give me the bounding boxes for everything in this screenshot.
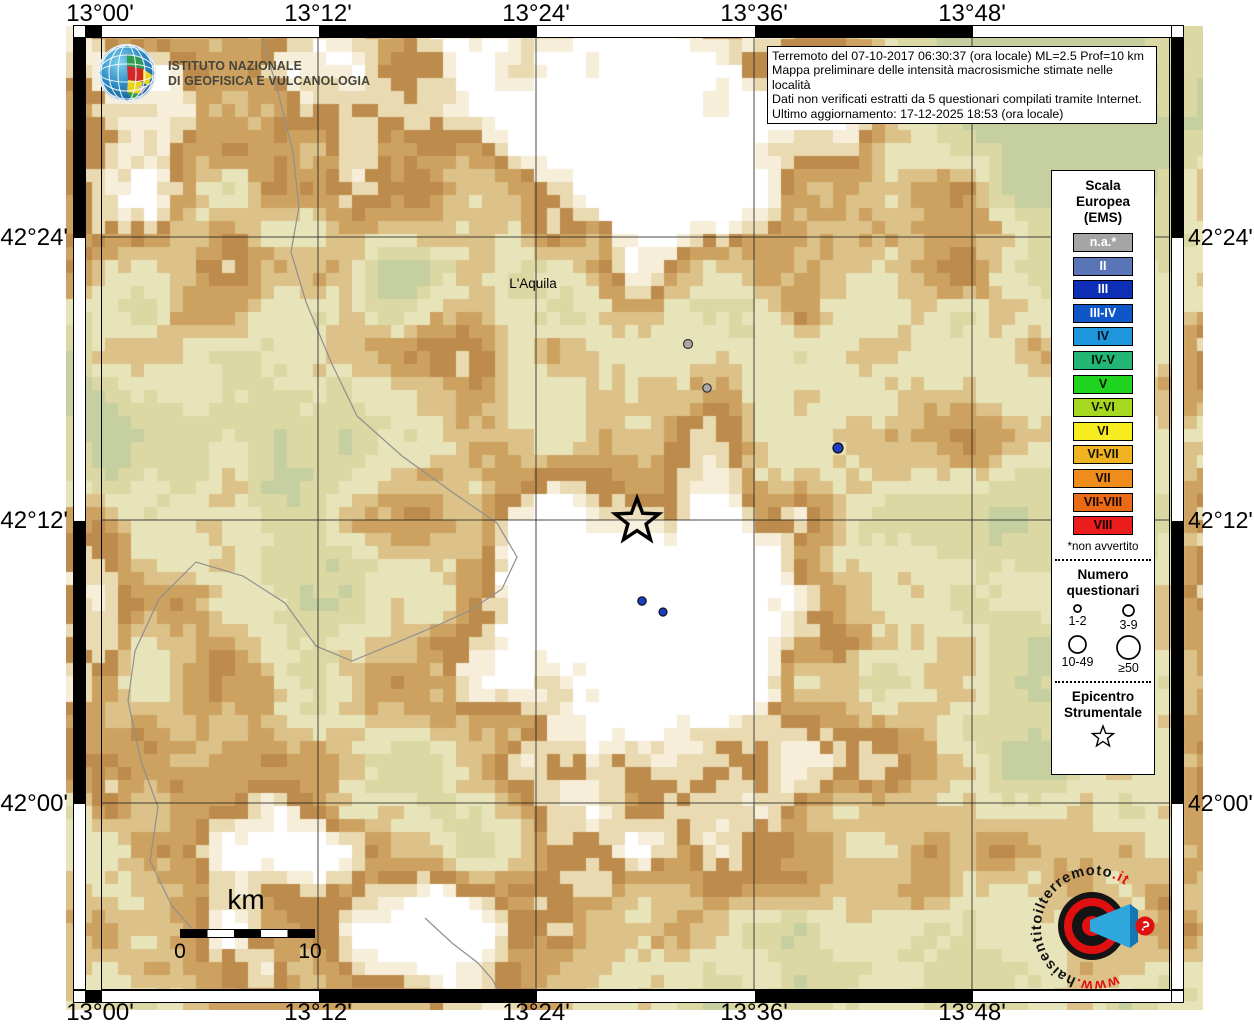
intensity-points bbox=[637, 338, 844, 617]
ems-class-VI-VII: VI-VII bbox=[1073, 445, 1133, 465]
size-circle-icon bbox=[1116, 634, 1141, 660]
lon-tick-top: 13°12' bbox=[284, 0, 352, 27]
frame-corner bbox=[73, 25, 86, 38]
lat-tick-right: 42°12' bbox=[1188, 507, 1253, 533]
frame-corner bbox=[1171, 25, 1184, 38]
ems-class-III-IV: III-IV bbox=[1073, 303, 1133, 323]
lat-tick-right: 42°00' bbox=[1188, 790, 1253, 816]
ingv-logo-line2: DI GEOFISICA E VULCANOLOGIA bbox=[168, 73, 371, 88]
event-info-line3: Dati non verificati estratti da 5 questi… bbox=[772, 92, 1142, 107]
questionnaire-size-10-49: 10-49 bbox=[1052, 634, 1103, 675]
ingv-logo-line1: ISTITUTO NAZIONALE bbox=[168, 57, 302, 73]
lat-tick-right: 42°24' bbox=[1188, 224, 1253, 250]
size-label: 10-49 bbox=[1061, 654, 1094, 669]
event-info-line2: Mappa preliminare delle intensità macros… bbox=[772, 63, 1113, 92]
epicenter-star-legend-icon bbox=[1090, 723, 1116, 748]
scalebar-start-label: 0 bbox=[174, 940, 186, 963]
questionnaire-size-1-2: 1-2 bbox=[1052, 603, 1103, 632]
lat-tick-left: 42°12' bbox=[0, 507, 68, 534]
event-info-line1: Terremoto del 07-10-2017 06:30:37 (ora l… bbox=[772, 49, 1144, 63]
ems-class-II: II bbox=[1073, 256, 1133, 276]
lon-tick-top: 13°36' bbox=[720, 0, 788, 27]
lon-tick-top: 13°24' bbox=[502, 0, 570, 27]
frame-bar-left bbox=[73, 37, 86, 990]
questionnaire-size-legend: 1-2 3-9 10-49 ≥50 bbox=[1052, 603, 1154, 675]
legend-separator bbox=[1055, 680, 1151, 683]
admin-boundary-line bbox=[424, 917, 499, 991]
lon-tick-top: 13°48' bbox=[938, 0, 1006, 27]
frame-corner bbox=[1171, 990, 1184, 1003]
size-circle-icon bbox=[1073, 603, 1082, 613]
size-label: ≥50 bbox=[1118, 660, 1139, 675]
ems-class-VI: VI bbox=[1073, 421, 1133, 441]
ems-class-list: n.a.* II III III-IV IV IV-V V V-VI VI VI-VII VII VI… bbox=[1052, 233, 1154, 536]
questionnaire-size-≥50: ≥50 bbox=[1103, 634, 1154, 675]
lon-tick-top: 13°00' bbox=[66, 0, 134, 27]
questionnaires-title-line2: questionari bbox=[1066, 582, 1140, 598]
event-info-line4: Ultimo aggiornamento: 17-12-2025 18:53 (… bbox=[772, 106, 1064, 121]
legend-footnote: *non avvertito bbox=[1067, 539, 1139, 553]
frame-corner bbox=[73, 990, 86, 1003]
admin-boundary-line bbox=[127, 36, 518, 934]
epicenter-title-line1: Epicentro bbox=[1071, 688, 1135, 704]
question-badge bbox=[1135, 916, 1155, 936]
megaphone-icon bbox=[1090, 904, 1130, 948]
graticule bbox=[101, 37, 1170, 990]
ems-class-V-VI: V-VI bbox=[1073, 398, 1133, 418]
legend-title-line3: (EMS) bbox=[1083, 210, 1123, 225]
ingv-globe-icon bbox=[97, 43, 157, 103]
lon-tick-bottom: 13°00' bbox=[66, 999, 134, 1024]
frame-bar-right bbox=[1171, 37, 1184, 990]
epicenter-star-icon bbox=[610, 493, 664, 544]
intensity-point-III bbox=[658, 607, 668, 617]
ingv-logo: ISTITUTO NAZIONALE DI GEOFISICA E VULCAN… bbox=[96, 42, 385, 104]
ems-class-IV: IV bbox=[1073, 327, 1133, 347]
intensity-point-n.a. bbox=[682, 338, 694, 350]
ingv-logo-text: ISTITUTO NAZIONALE DI GEOFISICA E VULCAN… bbox=[168, 58, 370, 89]
ems-class-V: V bbox=[1073, 374, 1133, 394]
ems-class-n.a.*: n.a.* bbox=[1073, 233, 1133, 252]
ems-class-III: III bbox=[1073, 280, 1133, 300]
scalebar bbox=[180, 929, 315, 938]
place-label-laquila: L'Aquila bbox=[509, 276, 557, 291]
lat-tick-left: 42°24' bbox=[0, 224, 68, 251]
intensity-point-III bbox=[832, 442, 844, 454]
size-circle-icon bbox=[1068, 634, 1087, 654]
size-label: 3-9 bbox=[1119, 617, 1138, 632]
size-circle-icon bbox=[1122, 603, 1135, 617]
lon-tick-bottom: 13°24' bbox=[502, 999, 570, 1024]
legend-panel: Scala Europea (EMS) n.a.* II III III-IV IV IV… bbox=[1051, 170, 1155, 775]
size-label: 1-2 bbox=[1068, 613, 1087, 628]
ems-class-VIII: VIII bbox=[1073, 516, 1133, 536]
legend-title-line2: Europea bbox=[1075, 194, 1130, 209]
epicenter-star-glyph bbox=[1090, 723, 1116, 748]
map-frame bbox=[101, 37, 1170, 990]
lat-tick-left: 42°00' bbox=[0, 790, 68, 817]
questionnaire-size-3-9: 3-9 bbox=[1103, 603, 1154, 632]
legend-title-line1: Scala bbox=[1085, 178, 1121, 193]
lon-tick-bottom: 13°36' bbox=[720, 999, 788, 1024]
ems-class-VII-VIII: VII-VIII bbox=[1073, 492, 1133, 512]
event-info-box: Terremoto del 07-10-2017 06:30:37 (ora l… bbox=[767, 46, 1157, 125]
scalebar-end-label: 10 bbox=[298, 940, 322, 963]
intensity-point-n.a. bbox=[702, 383, 712, 393]
epicenter-title-line2: Strumentale bbox=[1063, 704, 1143, 720]
ems-class-IV-V: IV-V bbox=[1073, 350, 1133, 370]
ems-class-VII: VII bbox=[1073, 468, 1133, 488]
epicenter-star bbox=[610, 493, 664, 544]
lon-tick-bottom: 13°12' bbox=[284, 999, 352, 1024]
legend-separator bbox=[1055, 558, 1151, 561]
haisentitoilterremoto-watermark: ? www.haisentitoilterremoto.it bbox=[1029, 863, 1155, 993]
admin-boundaries bbox=[127, 36, 518, 991]
megaphone-rim bbox=[1130, 904, 1138, 948]
lon-tick-bottom: 13°48' bbox=[938, 999, 1006, 1024]
questionnaires-title-line1: Numero bbox=[1077, 566, 1129, 582]
intensity-point-III bbox=[637, 596, 647, 606]
scalebar-title: km bbox=[227, 884, 265, 915]
terrain-raster bbox=[66, 26, 1203, 1010]
